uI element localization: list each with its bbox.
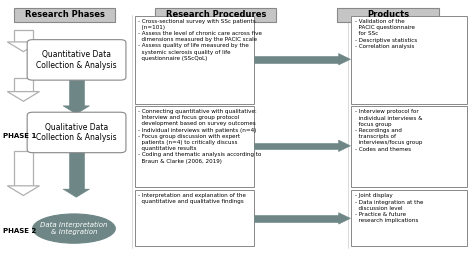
FancyBboxPatch shape	[337, 8, 439, 22]
Text: - Joint display
- Data integration at the
  discussion level
- Practice & future: - Joint display - Data integration at th…	[355, 194, 424, 223]
Polygon shape	[14, 78, 33, 92]
Text: PHASE 2: PHASE 2	[3, 228, 36, 234]
Text: Data Interpretation
& Integration: Data Interpretation & Integration	[40, 222, 108, 235]
FancyBboxPatch shape	[351, 106, 467, 187]
Polygon shape	[69, 150, 84, 189]
Text: Quantitative Data
Collection & Analysis: Quantitative Data Collection & Analysis	[36, 50, 117, 70]
Text: - Interview protocol for
  individual interviews &
  focus group
- Recordings an: - Interview protocol for individual inte…	[355, 109, 423, 152]
FancyBboxPatch shape	[351, 16, 467, 104]
FancyBboxPatch shape	[27, 112, 126, 153]
FancyBboxPatch shape	[155, 8, 276, 22]
Text: - Validation of the
  PACIC questionnaire
  for SSc
- Descriptive statistics
- C: - Validation of the PACIC questionnaire …	[355, 19, 418, 49]
FancyBboxPatch shape	[351, 190, 467, 246]
Text: Products: Products	[367, 10, 409, 19]
FancyBboxPatch shape	[136, 16, 254, 104]
Text: PHASE 1: PHASE 1	[3, 133, 36, 139]
Polygon shape	[338, 140, 350, 152]
Polygon shape	[7, 42, 39, 52]
FancyBboxPatch shape	[27, 40, 126, 80]
Ellipse shape	[33, 214, 115, 243]
Text: - Cross-sectional survey with SSc patients
  (n=101)
- Assess the level of chron: - Cross-sectional survey with SSc patien…	[138, 18, 262, 61]
Polygon shape	[255, 215, 338, 222]
FancyBboxPatch shape	[136, 190, 254, 246]
Polygon shape	[338, 213, 350, 224]
Text: - Interpretation and explanation of the
  quantitative and qualitative findings: - Interpretation and explanation of the …	[138, 193, 246, 204]
FancyBboxPatch shape	[14, 8, 115, 22]
Polygon shape	[14, 151, 33, 186]
Polygon shape	[63, 106, 90, 114]
Polygon shape	[7, 92, 39, 101]
FancyBboxPatch shape	[136, 106, 254, 187]
Polygon shape	[255, 56, 338, 62]
Polygon shape	[7, 186, 39, 196]
Text: Qualitative Data
Collection & Analysis: Qualitative Data Collection & Analysis	[36, 123, 117, 142]
Polygon shape	[69, 77, 84, 106]
Polygon shape	[338, 54, 350, 65]
Text: Research Procedures: Research Procedures	[165, 10, 266, 19]
Text: Research Phases: Research Phases	[25, 10, 104, 19]
Polygon shape	[14, 30, 33, 42]
Polygon shape	[255, 143, 338, 149]
Polygon shape	[63, 189, 90, 197]
Text: - Connecting quantitative with qualitative:
  Interview and focus group protocol: - Connecting quantitative with qualitati…	[138, 109, 261, 164]
